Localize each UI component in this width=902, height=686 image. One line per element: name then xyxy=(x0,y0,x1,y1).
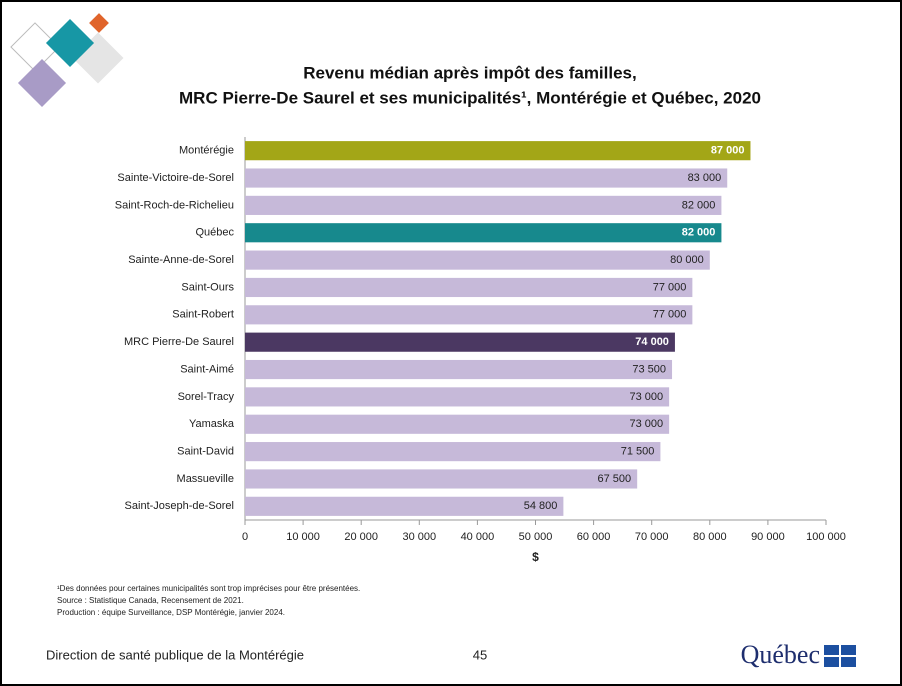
x-tick-label: 70 000 xyxy=(635,531,669,543)
x-tick-label: 100 000 xyxy=(806,531,846,543)
logo: Québec xyxy=(741,640,820,669)
value-label: 67 500 xyxy=(598,473,632,485)
bar xyxy=(245,442,661,462)
y-tick-label: Sainte-Victoire-de-Sorel xyxy=(117,172,234,184)
y-tick-label: MRC Pierre-De Saurel xyxy=(124,336,234,348)
bar xyxy=(245,359,673,380)
value-label: 87 000 xyxy=(711,145,745,157)
x-tick-label: 10 000 xyxy=(286,531,320,543)
y-tick-label: Saint-Robert xyxy=(172,309,234,321)
value-label: 73 000 xyxy=(629,391,663,403)
bar xyxy=(245,332,675,352)
x-tick-label: 0 xyxy=(242,531,248,543)
bar xyxy=(245,414,670,434)
value-label: 73 000 xyxy=(629,418,663,430)
y-tick-label: Saint-Ours xyxy=(181,281,234,293)
x-axis-label: $ xyxy=(532,550,539,564)
y-tick-label: Yamaska xyxy=(189,418,235,430)
y-tick-label: Québec xyxy=(195,227,234,239)
bar xyxy=(245,141,751,161)
y-tick-label: Saint-Joseph-de-Sorel xyxy=(125,500,234,512)
bar xyxy=(245,496,564,516)
value-label: 82 000 xyxy=(682,227,716,239)
y-tick-label: Saint-David xyxy=(177,446,234,458)
bar xyxy=(245,250,710,270)
value-label: 77 000 xyxy=(653,281,687,293)
x-tick-label: 50 000 xyxy=(519,531,553,543)
y-tick-label: Sainte-Anne-de-Sorel xyxy=(128,254,234,266)
x-tick-label: 60 000 xyxy=(577,531,611,543)
chart-title: Revenu médian après impôt des familles, xyxy=(303,63,637,82)
value-label: 77 000 xyxy=(653,309,687,321)
chart-subtitle: MRC Pierre-De Saurel et ses municipalité… xyxy=(179,88,761,107)
value-label: 82 000 xyxy=(682,199,716,211)
footnote: Source : Statistique Canada, Recensement… xyxy=(57,596,244,605)
value-label: 80 000 xyxy=(670,254,704,266)
bar xyxy=(245,387,670,407)
logo-flag xyxy=(824,645,856,667)
value-label: 74 000 xyxy=(635,336,669,348)
bar xyxy=(245,168,728,188)
y-tick-label: Saint-Aimé xyxy=(180,363,234,375)
value-label: 83 000 xyxy=(688,172,722,184)
y-tick-label: Sorel-Tracy xyxy=(178,391,235,403)
y-tick-label: Saint-Roch-de-Richelieu xyxy=(115,199,234,211)
bar xyxy=(245,305,693,325)
footnote: ¹Des données pour certaines municipalité… xyxy=(57,584,360,593)
footer-organization: Direction de santé publique de la Montér… xyxy=(46,647,304,662)
x-tick-label: 30 000 xyxy=(402,531,436,543)
bar xyxy=(245,277,693,298)
x-tick-label: 80 000 xyxy=(693,531,727,543)
bar xyxy=(245,469,638,489)
x-tick-label: 20 000 xyxy=(344,531,378,543)
bar xyxy=(245,195,722,215)
footnote: Production : équipe Surveillance, DSP Mo… xyxy=(57,608,285,617)
page-number: 45 xyxy=(473,647,487,662)
value-label: 71 500 xyxy=(621,446,655,458)
y-tick-label: Massueville xyxy=(177,473,234,485)
value-label: 73 500 xyxy=(632,363,666,375)
value-label: 54 800 xyxy=(524,500,558,512)
y-tick-label: Montérégie xyxy=(179,145,234,157)
x-tick-label: 40 000 xyxy=(461,531,495,543)
bar xyxy=(245,223,722,243)
x-tick-label: 90 000 xyxy=(751,531,785,543)
